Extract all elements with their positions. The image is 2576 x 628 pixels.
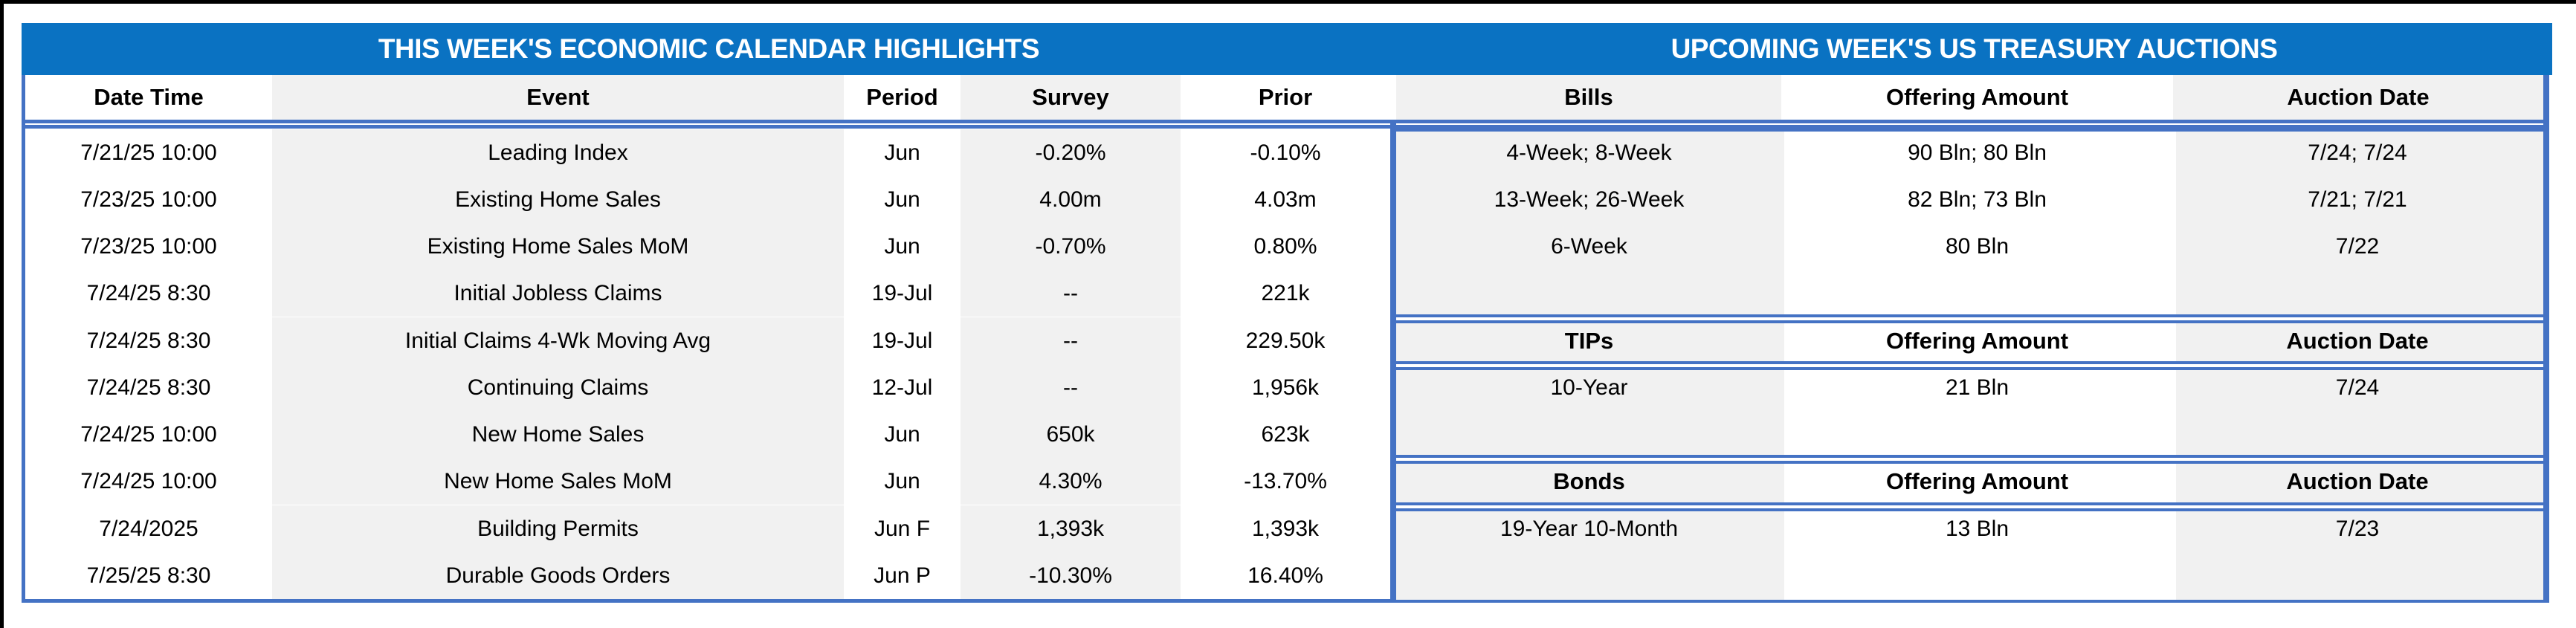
left-table-cell: -- (961, 364, 1181, 411)
left-table-cell: 650k (961, 411, 1181, 458)
right-table-cell: 90 Bln; 80 Bln (1908, 140, 2047, 165)
left-table-cell: -0.70% (961, 223, 1181, 270)
right-table-cell: 13 Bln (1945, 516, 2010, 541)
right-table-cell: 6-Week (1551, 233, 1627, 259)
bonds-header-cell: Bonds (1553, 467, 1625, 494)
left-table-cell: Jun (884, 233, 920, 259)
right-table-cell: 21 Bln (1945, 375, 2010, 400)
left-table-cell: 19-Jul (871, 280, 933, 305)
left-table-cell: 221k (1261, 280, 1310, 305)
right-table-cell: 7/23 (2335, 516, 2380, 541)
left-table-cell: 1,956k (1251, 375, 1320, 400)
left-table-cell: -- (961, 270, 1181, 317)
tips-header-cell: Offering Amount (1885, 327, 2069, 354)
title-band: THIS WEEK'S ECONOMIC CALENDAR HIGHLIGHTS… (22, 23, 2552, 75)
left-table-cell: Initial Jobless Claims (272, 270, 844, 317)
left-table-cell: 7/23/25 10:00 (80, 187, 217, 212)
left-table-cell: Initial Claims 4-Wk Moving Avg (272, 317, 844, 364)
left-table-cell: Jun F (874, 516, 931, 541)
col-header-prior: Prior (1258, 84, 1313, 110)
left-table-cell: 4.30% (961, 458, 1181, 505)
bonds-section-box (1393, 508, 2546, 603)
col-header-offering-amount: Offering Amount (1885, 84, 2069, 110)
left-table-cell: 4.03m (1254, 187, 1317, 212)
left-table-cell: 4.00m (961, 176, 1181, 223)
left-table-cell: 7/24/25 8:30 (86, 328, 211, 353)
bonds-header-cell: Auction Date (2286, 467, 2429, 494)
right-table-cell: 10-Year (1550, 375, 1628, 400)
tips-header-cell: Auction Date (2286, 327, 2429, 354)
left-table-cell: Jun (884, 187, 920, 212)
left-table-title: THIS WEEK'S ECONOMIC CALENDAR HIGHLIGHTS (378, 33, 1040, 64)
left-table-cell: Building Permits (272, 505, 844, 552)
right-table-cell: 4-Week; 8-Week (1506, 140, 1672, 165)
left-table-cell: Jun (884, 140, 920, 165)
left-table-cell: -10.30% (961, 552, 1181, 599)
right-table-right-border (2543, 75, 2549, 603)
col-header-auction-date: Auction Date (2173, 75, 2543, 120)
col-header-date-time: Date Time (94, 84, 204, 110)
left-table-cell: Leading Index (272, 129, 844, 176)
bills-section-box (1393, 129, 2546, 317)
left-table-cell: 229.50k (1245, 328, 1326, 353)
left-table-cell: 1,393k (961, 505, 1181, 552)
left-table-cell: 7/25/25 8:30 (86, 563, 211, 588)
right-table-cell: 13-Week; 26-Week (1494, 187, 1685, 212)
left-table-cell: -- (961, 317, 1181, 364)
right-table-title: UPCOMING WEEK'S US TREASURY AUCTIONS (1670, 33, 2278, 64)
left-table-cell: -13.70% (1244, 468, 1327, 493)
header-double-rule (22, 120, 2546, 129)
left-table-cell: New Home Sales MoM (272, 458, 844, 505)
tips-header-box (1393, 320, 2546, 364)
left-table-cell: Existing Home Sales MoM (272, 223, 844, 270)
left-table-cell: Jun P (874, 563, 931, 588)
left-table-cell: -0.20% (961, 129, 1181, 176)
col-header-bills: Bills (1396, 75, 1781, 120)
left-table-cell: 19-Jul (871, 328, 933, 353)
left-table-bottom-border (22, 599, 1396, 603)
right-table-cell: 7/24 (2335, 375, 2380, 400)
left-table-cell: Durable Goods Orders (272, 552, 844, 599)
tips-section-box (1393, 367, 2546, 458)
right-table-cell: 7/21; 7/21 (2308, 187, 2407, 212)
right-table-cell: 7/22 (2335, 233, 2380, 259)
left-table-cell: Existing Home Sales (272, 176, 844, 223)
left-table-cell: 7/24/2025 (99, 516, 198, 541)
right-table-cell: 7/24; 7/24 (2308, 140, 2407, 165)
col-header-event: Event (272, 75, 844, 120)
left-table-cell: 1,393k (1251, 516, 1320, 541)
tips-header-cell: TIPs (1564, 327, 1614, 354)
outer-left-border (0, 0, 4, 628)
left-table-cell: Continuing Claims (272, 364, 844, 411)
left-table-cell: -0.10% (1250, 140, 1321, 165)
right-table-cell: 19-Year 10-Month (1500, 516, 1679, 541)
left-table-cell: Jun (884, 421, 920, 447)
bonds-header-box (1393, 461, 2546, 505)
col-header-survey: Survey (961, 75, 1181, 120)
outer-top-border (0, 0, 2576, 4)
left-table-cell: 623k (1261, 421, 1310, 447)
left-table-cell: 7/24/25 8:30 (86, 280, 211, 305)
left-table-cell: 7/24/25 8:30 (86, 375, 211, 400)
left-table-left-border (22, 75, 25, 603)
left-table-cell: 0.80% (1253, 233, 1317, 259)
left-table-cell: 12-Jul (871, 375, 933, 400)
bonds-header-cell: Offering Amount (1885, 467, 2069, 494)
left-table-cell: 7/24/25 10:00 (80, 421, 217, 447)
col-header-period: Period (866, 84, 938, 110)
left-table-cell: 7/23/25 10:00 (80, 233, 217, 259)
left-table-cell: 7/21/25 10:00 (80, 140, 217, 165)
left-table-cell: 16.40% (1247, 563, 1323, 588)
right-table-cell: 82 Bln; 73 Bln (1908, 187, 2047, 212)
left-table-cell: Jun (884, 468, 920, 493)
left-table-cell: New Home Sales (272, 411, 844, 458)
left-table-cell: 7/24/25 10:00 (80, 468, 217, 493)
right-table-cell: 80 Bln (1945, 233, 2010, 259)
